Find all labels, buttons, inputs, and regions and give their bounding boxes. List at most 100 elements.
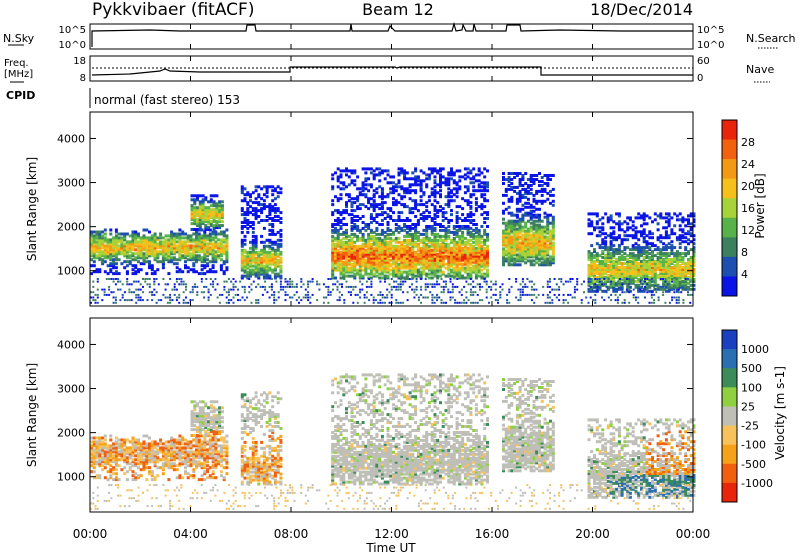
power-cell [392, 197, 395, 201]
power-cell [161, 242, 165, 246]
power-cell [447, 183, 451, 187]
power-cell [212, 202, 216, 206]
power-cell [447, 248, 451, 252]
power-cell [628, 275, 632, 279]
power-cell [369, 254, 373, 258]
power-cell [458, 258, 462, 262]
power-cell [403, 203, 407, 207]
power-cell [549, 178, 552, 181]
power-cell [191, 285, 194, 288]
power-cell [414, 252, 418, 256]
power-cell [251, 258, 255, 262]
power-cell [595, 258, 599, 261]
power-cell [212, 285, 215, 288]
power-cell [268, 268, 272, 272]
power-cell [260, 270, 264, 274]
power-cell [378, 173, 382, 177]
power-cell [271, 248, 275, 252]
power-cell [172, 234, 176, 238]
power-cell [331, 270, 335, 274]
power-cell [358, 272, 362, 276]
power-cell [664, 267, 668, 271]
power-cell [612, 273, 616, 277]
power-cell [667, 264, 671, 267]
power-cell [389, 246, 393, 250]
power-cell [551, 253, 555, 257]
power-cell [615, 267, 619, 271]
power-cell [339, 213, 343, 217]
power-cell [265, 238, 269, 242]
power-cell [606, 264, 610, 267]
power-cell [450, 171, 453, 175]
power-cell [241, 296, 244, 299]
power-cell [331, 244, 335, 248]
power-cell [254, 234, 258, 238]
power-cell [200, 280, 203, 283]
power-cell [405, 270, 409, 274]
power-cell [339, 268, 343, 272]
power-cell [354, 285, 357, 288]
power-cell [452, 270, 456, 274]
power-cell [240, 207, 244, 211]
power-cell [95, 238, 99, 242]
power-cell [386, 223, 390, 226]
power-cell [538, 251, 541, 255]
power-cell [447, 244, 451, 248]
power-cell [670, 287, 674, 291]
power-cell [656, 267, 660, 271]
power-cell [466, 230, 470, 234]
power-cell [128, 240, 132, 244]
power-cell [178, 252, 182, 256]
power-cell [180, 278, 183, 280]
power-cell [184, 244, 187, 248]
power-cell [364, 193, 368, 197]
power-cell [480, 225, 484, 228]
power-cell [414, 177, 418, 181]
power-cell [535, 189, 539, 193]
power-cell [469, 195, 473, 199]
power-cell [114, 228, 118, 232]
power-cell [474, 266, 478, 270]
power-cell [184, 256, 187, 260]
power-cell [336, 211, 340, 215]
power-cell [392, 248, 395, 252]
power-cell [246, 272, 250, 276]
power-cell [425, 246, 429, 250]
power-cell [587, 254, 591, 258]
power-cell [342, 268, 346, 272]
power-cell [526, 191, 530, 195]
power-cell [593, 279, 596, 283]
power-cell [681, 258, 685, 261]
power-cell [411, 260, 415, 264]
power-cell [540, 231, 544, 235]
power-cell [112, 291, 115, 294]
power-cell [265, 270, 269, 274]
power-cell [114, 246, 118, 250]
power-cell [260, 203, 264, 207]
power-cell [540, 233, 544, 237]
power-cell [392, 181, 395, 185]
power-cell [645, 244, 649, 248]
power-cell [617, 212, 621, 216]
power-cell [131, 236, 135, 240]
power-cell [90, 301, 92, 304]
power-cell [170, 252, 174, 256]
power-cell [535, 223, 539, 227]
power-cell [389, 215, 393, 218]
power-cell [260, 252, 264, 256]
power-cell [220, 214, 224, 218]
power-cell [416, 223, 420, 226]
power-cell [521, 243, 525, 247]
power-cell [98, 236, 102, 240]
power-cell [262, 250, 266, 254]
power-cell [119, 299, 122, 302]
power-cell [268, 209, 272, 213]
power-cell [472, 193, 476, 197]
power-cell [261, 285, 264, 288]
power-cell [358, 246, 362, 250]
power-cell [114, 262, 118, 266]
power-cell [282, 288, 285, 291]
power-cell [394, 219, 398, 222]
power-cell [551, 249, 555, 253]
power-cell [408, 246, 412, 250]
